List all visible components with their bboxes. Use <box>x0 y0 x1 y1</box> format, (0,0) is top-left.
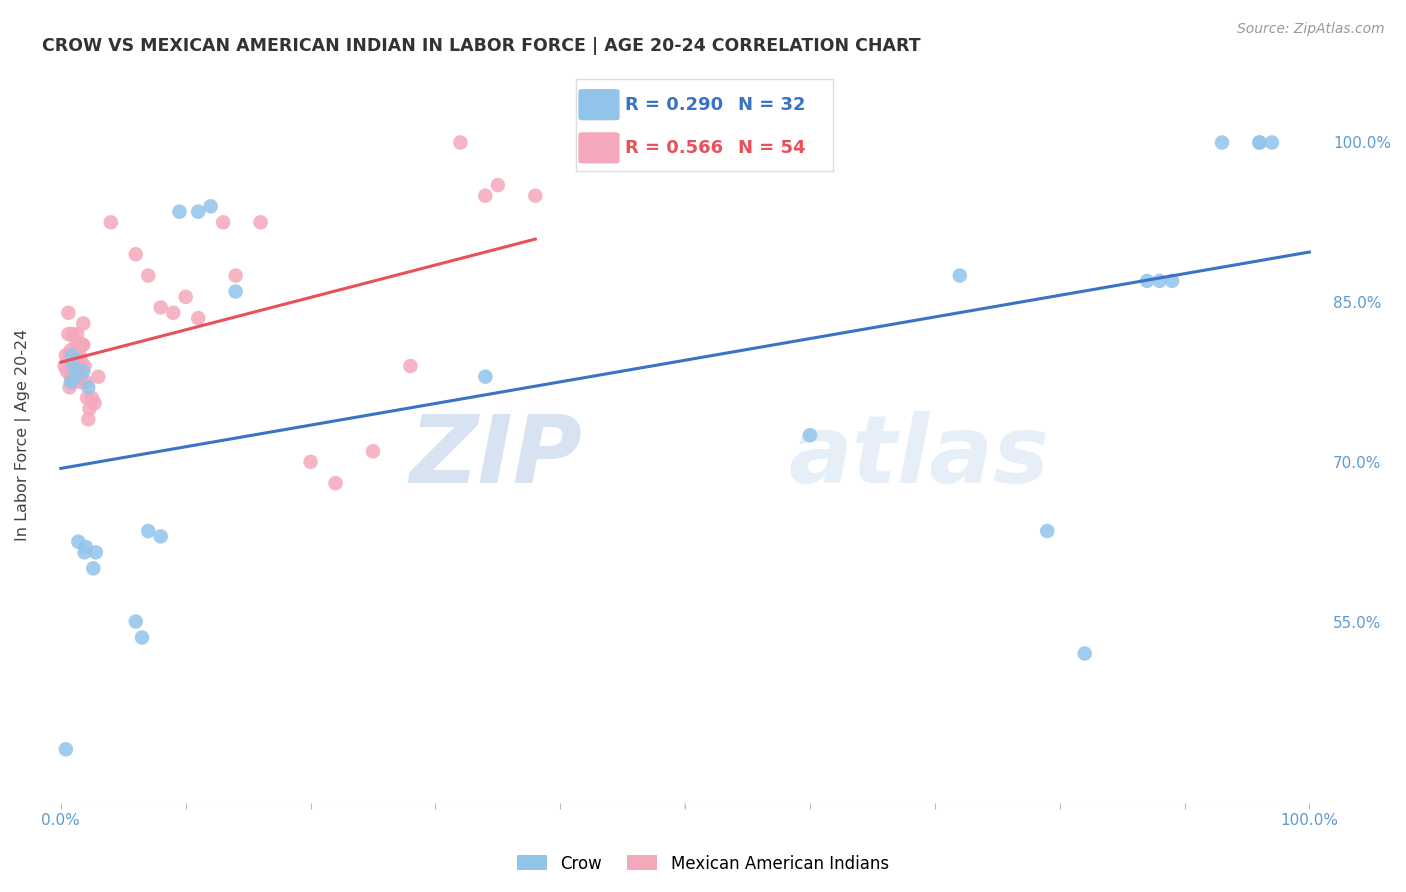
Point <box>69 353 91 368</box>
Point <box>325 476 347 491</box>
Point <box>63 369 86 384</box>
Point <box>1036 524 1059 538</box>
Point <box>60 348 83 362</box>
Point <box>136 524 159 538</box>
Point <box>56 364 79 378</box>
Point <box>361 444 384 458</box>
Point <box>136 268 159 283</box>
Point <box>486 178 509 192</box>
Point <box>62 375 84 389</box>
Point <box>72 317 94 331</box>
Point <box>73 545 96 559</box>
Point <box>67 337 90 351</box>
Text: ZIP: ZIP <box>409 411 582 503</box>
Point <box>225 268 247 283</box>
Point <box>174 290 197 304</box>
Point <box>125 247 148 261</box>
Point <box>799 428 821 442</box>
Point <box>60 327 83 342</box>
Point <box>65 369 87 384</box>
Text: atlas: atlas <box>787 411 1049 503</box>
Point <box>1249 136 1271 150</box>
Point <box>58 348 80 362</box>
Point <box>100 215 122 229</box>
Point <box>63 348 86 362</box>
Point <box>200 199 222 213</box>
Point <box>66 348 89 362</box>
Point <box>65 337 87 351</box>
Point <box>79 401 101 416</box>
Point <box>524 188 547 202</box>
Point <box>83 396 105 410</box>
Point <box>59 375 82 389</box>
Point <box>399 359 422 373</box>
Point <box>72 337 94 351</box>
Point <box>449 136 471 150</box>
Point <box>149 529 172 543</box>
Point <box>169 204 191 219</box>
Point <box>162 306 184 320</box>
Point <box>59 343 82 357</box>
Point <box>1161 274 1184 288</box>
Point <box>131 631 153 645</box>
Point <box>62 359 84 373</box>
Point <box>55 742 77 756</box>
Text: CROW VS MEXICAN AMERICAN INDIAN IN LABOR FORCE | AGE 20-24 CORRELATION CHART: CROW VS MEXICAN AMERICAN INDIAN IN LABOR… <box>42 37 921 55</box>
Point <box>1249 136 1271 150</box>
Point <box>77 380 100 394</box>
Point <box>1261 136 1284 150</box>
Point <box>62 359 84 373</box>
Point <box>80 391 103 405</box>
Point <box>212 215 235 229</box>
Point <box>474 369 496 384</box>
Point <box>1211 136 1233 150</box>
Point <box>67 359 90 373</box>
Point <box>67 534 90 549</box>
Point <box>70 337 93 351</box>
Point <box>149 301 172 315</box>
Point <box>72 364 94 378</box>
Point <box>125 615 148 629</box>
Point <box>76 391 98 405</box>
Point <box>77 412 100 426</box>
Point <box>949 268 972 283</box>
Point <box>1136 274 1159 288</box>
Point <box>474 188 496 202</box>
Point <box>187 204 209 219</box>
Point <box>58 380 80 394</box>
Point <box>60 353 83 368</box>
Point <box>1073 647 1095 661</box>
Point <box>299 455 322 469</box>
Point <box>73 359 96 373</box>
Point <box>75 375 97 389</box>
Y-axis label: In Labor Force | Age 20-24: In Labor Force | Age 20-24 <box>15 329 31 541</box>
Legend: Crow, Mexican American Indians: Crow, Mexican American Indians <box>510 848 896 880</box>
Point <box>58 327 80 342</box>
Point <box>249 215 271 229</box>
Point <box>69 348 91 362</box>
Point <box>187 311 209 326</box>
Point <box>58 306 80 320</box>
Point <box>66 327 89 342</box>
Point <box>69 369 91 384</box>
Point <box>55 348 77 362</box>
Point <box>1149 274 1171 288</box>
Point <box>87 369 110 384</box>
Point <box>53 359 76 373</box>
Point <box>69 375 91 389</box>
Point <box>65 359 87 373</box>
Point <box>225 285 247 299</box>
Text: Source: ZipAtlas.com: Source: ZipAtlas.com <box>1237 22 1385 37</box>
Point <box>75 540 97 554</box>
Point <box>82 561 104 575</box>
Point <box>84 545 107 559</box>
Point <box>59 369 82 384</box>
